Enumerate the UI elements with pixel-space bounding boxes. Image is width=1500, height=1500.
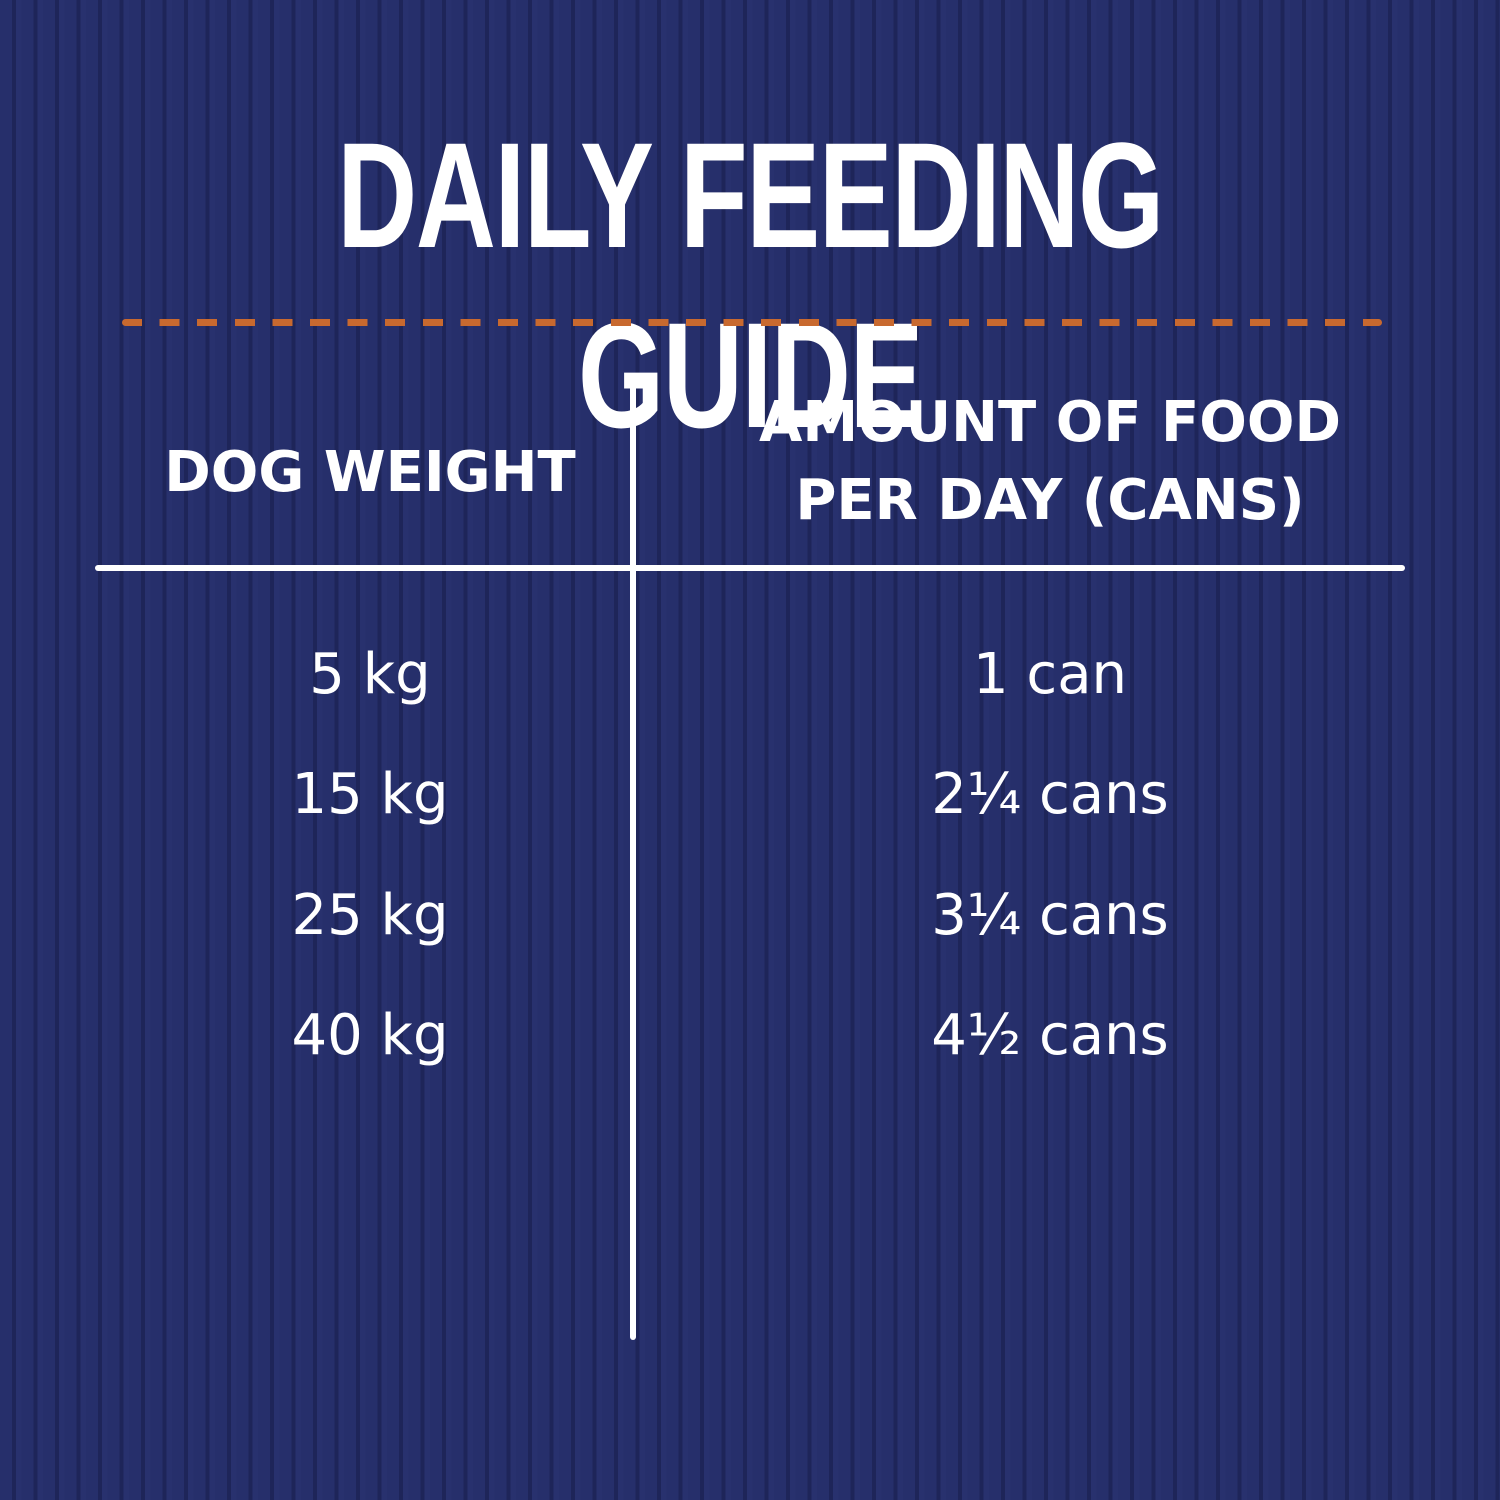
header-amount-of-food: AMOUNT OF FOOD PER DAY (CANS) [758,390,1341,533]
table-cell-amount: 4½ cans [931,1003,1169,1068]
header-dog-weight: DOG WEIGHT [164,440,576,505]
table-vertical-rule [630,385,636,1340]
table-cell-weight: 5 kg [309,642,431,707]
dashed-divider [122,319,1382,326]
table-cell-weight: 25 kg [291,883,449,948]
table-cell-amount: 3¼ cans [931,883,1169,948]
table-header-rule [95,565,1405,571]
table-cell-amount: 1 can [972,642,1128,707]
table-cell-weight: 15 kg [291,762,449,827]
table-cell-amount: 2¼ cans [931,762,1169,827]
table-cell-weight: 40 kg [291,1003,449,1068]
